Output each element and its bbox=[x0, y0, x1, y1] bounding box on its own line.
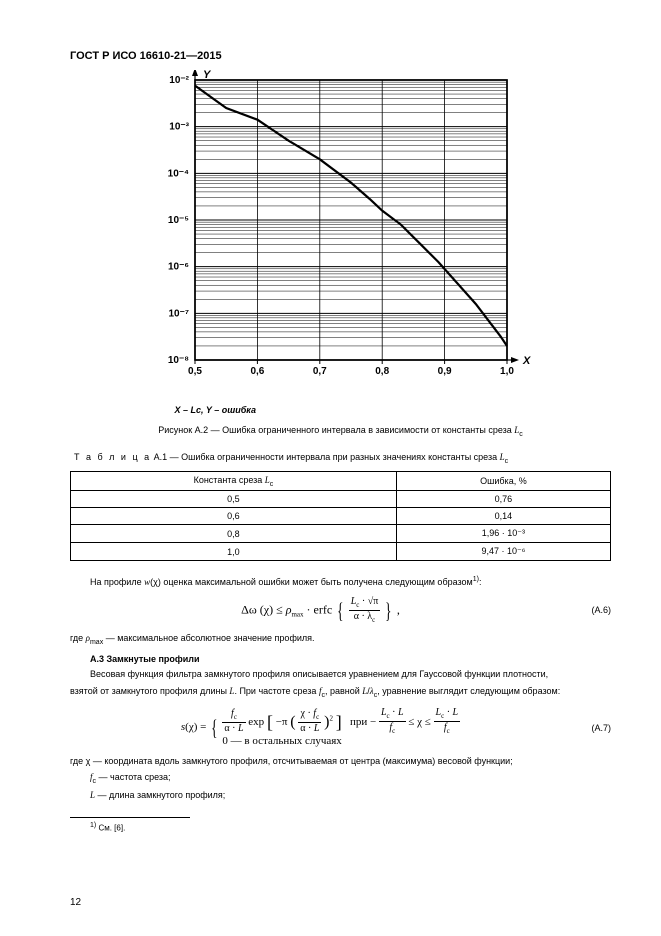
table-row: 1,09,47 · 10⁻⁶ bbox=[71, 543, 611, 561]
footnote-rule bbox=[70, 817, 190, 818]
svg-text:10⁻⁶: 10⁻⁶ bbox=[167, 262, 188, 273]
def-chi: где χ — координата вдоль замкнутого проф… bbox=[70, 755, 611, 769]
svg-text:0,9: 0,9 bbox=[437, 366, 451, 377]
where-rho: где ρmax — максимальное абсолютное значе… bbox=[70, 632, 611, 648]
svg-text:0,6: 0,6 bbox=[250, 366, 264, 377]
para-closed-profile: Весовая функция фильтра замкнутого профи… bbox=[70, 668, 611, 681]
footnote: 1) См. [6]. bbox=[90, 822, 611, 833]
svg-text:0,8: 0,8 bbox=[375, 366, 389, 377]
svg-text:10⁻⁸: 10⁻⁸ bbox=[167, 355, 188, 366]
para-closed-profile-2: взятой от замкнутого профиля длины L. Пр… bbox=[70, 685, 611, 701]
table-row: 0,60,14 bbox=[71, 508, 611, 525]
def-L: L — длина замкнутого профиля; bbox=[90, 789, 611, 803]
page-number: 12 bbox=[70, 897, 81, 908]
table-head-const: Константа среза Lc bbox=[71, 471, 397, 491]
svg-text:10⁻⁵: 10⁻⁵ bbox=[167, 215, 188, 226]
figure-caption: Рисунок А.2 — Ошибка ограниченного интер… bbox=[70, 425, 611, 438]
def-fc: fc — частота среза; bbox=[90, 771, 611, 787]
svg-text:X: X bbox=[522, 355, 531, 367]
svg-text:10⁻³: 10⁻³ bbox=[169, 122, 189, 133]
table-caption: Т а б л и ц а А.1 — Ошибка ограниченност… bbox=[74, 452, 611, 465]
table-row: 0,81,96 · 10⁻³ bbox=[71, 525, 611, 543]
svg-text:10⁻⁷: 10⁻⁷ bbox=[168, 308, 189, 319]
equation-a6: Δω (χ) ≤ ρmax · erfc { Lc · √π α · λc } … bbox=[70, 597, 611, 624]
section-a3-head: A.3 Замкнутые профили bbox=[90, 654, 611, 664]
svg-text:0,5: 0,5 bbox=[188, 366, 202, 377]
table-head-err: Ошибка, % bbox=[396, 471, 610, 491]
para-profile-est: На профиле w(χ) оценка максимальной ошиб… bbox=[70, 575, 611, 589]
doc-header: ГОСТ Р ИСО 16610-21—2015 bbox=[70, 50, 611, 62]
axis-bottom-label: X – Lc, Y – ошибка bbox=[175, 405, 531, 415]
svg-text:1,0: 1,0 bbox=[500, 366, 514, 377]
svg-text:10⁻⁴: 10⁻⁴ bbox=[167, 168, 188, 179]
table-a1: Константа среза Lc Ошибка, % 0,50,760,60… bbox=[70, 471, 611, 562]
equation-a7: s(χ) = { fcα · L exp [ −π ( χ · fcα · L … bbox=[70, 708, 611, 747]
svg-text:10⁻²: 10⁻² bbox=[169, 75, 189, 86]
chart-svg: 0,5 0,6 0,7 0,8 0,9 1,0 10⁻² 10⁻³ 10⁻⁴ 10⁻⁵ 10⁻⁶ 10… bbox=[151, 70, 531, 400]
table-row: 0,50,76 bbox=[71, 491, 611, 508]
figure-a2: 0,5 0,6 0,7 0,8 0,9 1,0 10⁻² 10⁻³ 10⁻⁴ 10⁻⁵ 10⁻⁶ 10… bbox=[151, 70, 531, 415]
svg-text:0,7: 0,7 bbox=[312, 366, 326, 377]
